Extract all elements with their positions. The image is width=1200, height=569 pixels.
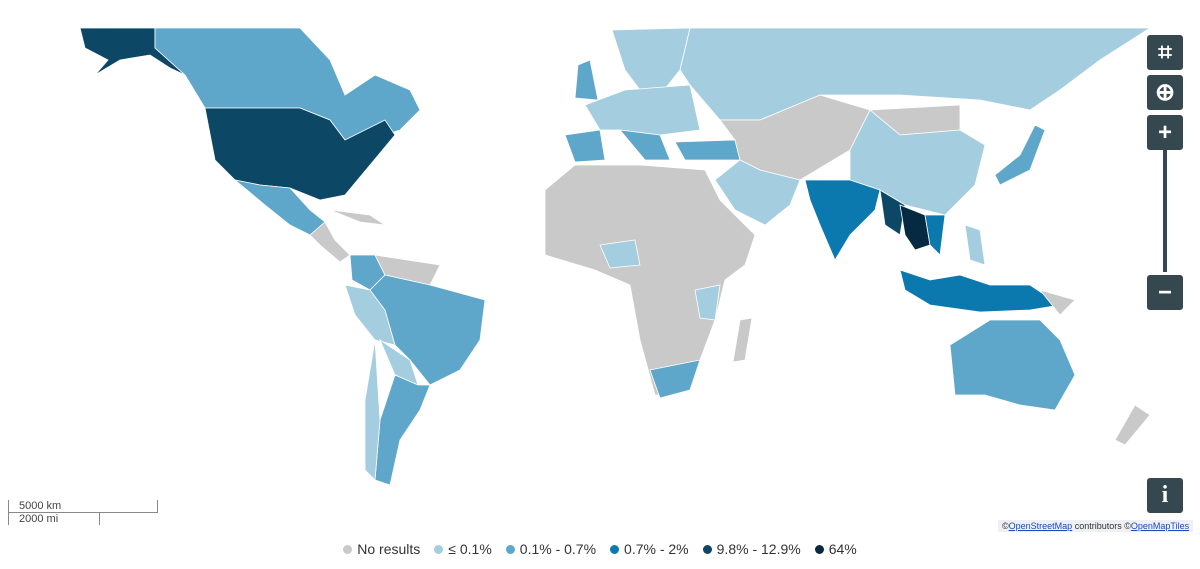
legend-label: No results <box>357 541 421 557</box>
osm-link[interactable]: OpenStreetMap <box>1008 521 1073 531</box>
east-africa <box>694 284 721 321</box>
legend-label: 64% <box>828 541 857 557</box>
new-zealand <box>1114 404 1151 446</box>
zoom-slider[interactable] <box>1163 150 1167 272</box>
scandinavia <box>611 27 691 96</box>
legend-label: 0.1% - 0.7% <box>519 541 597 557</box>
thailand <box>899 204 931 251</box>
legend-item[interactable]: 64% <box>814 541 857 557</box>
india <box>804 179 881 261</box>
legend-label: 9.8% - 12.9% <box>716 541 801 557</box>
prefix: © <box>1124 521 1131 531</box>
central-asia <box>719 94 871 181</box>
legend-dot <box>814 544 824 554</box>
locate-button[interactable]: ⊕ <box>1147 75 1183 110</box>
japan <box>994 124 1046 186</box>
legend-dot <box>505 544 515 554</box>
italy-balkans <box>619 129 671 161</box>
legend-item[interactable]: No results <box>343 541 420 557</box>
argentina <box>374 374 431 486</box>
attribution: ©OpenStreetMap contributors ©OpenMapTile… <box>998 520 1194 532</box>
australia <box>949 319 1076 411</box>
crop-button[interactable]: ⌗ <box>1147 35 1183 70</box>
nigeria <box>599 239 641 269</box>
uk <box>574 59 599 101</box>
legend-dot <box>343 544 353 554</box>
papua <box>1038 289 1076 316</box>
world-map <box>79 27 1152 486</box>
spain-portugal <box>564 129 606 163</box>
scale-km: 5000 km <box>8 500 158 513</box>
russia <box>679 27 1152 121</box>
scale-bar: 5000 km 2000 mi <box>8 500 158 525</box>
legend: No results ≤ 0.1% 0.1% - 0.7% 0.7% - 2% 9.8%… <box>0 541 1200 557</box>
legend-item[interactable]: 0.7% - 2% <box>610 541 689 557</box>
legend-dot <box>434 544 444 554</box>
legend-dot <box>610 544 620 554</box>
info-button[interactable]: i <box>1147 478 1183 513</box>
prefix: © <box>1002 521 1009 531</box>
south-africa <box>649 359 701 399</box>
contributors: contributors <box>1074 521 1122 531</box>
legend-item[interactable]: ≤ 0.1% <box>434 541 492 557</box>
western-europe <box>584 84 701 136</box>
legend-dot <box>702 544 712 554</box>
middle-east <box>714 159 801 226</box>
chile <box>364 339 381 481</box>
scale-mi: 2000 mi <box>8 513 100 525</box>
caribbean <box>329 209 386 226</box>
zoom-out-button[interactable]: − <box>1147 275 1183 310</box>
vietnam <box>924 214 946 256</box>
zoom-in-button[interactable]: + <box>1147 115 1183 150</box>
philippines <box>964 224 986 266</box>
legend-label: ≤ 0.1% <box>448 541 492 557</box>
omt-link[interactable]: OpenMapTiles <box>1130 521 1190 531</box>
africa <box>544 164 756 396</box>
legend-item[interactable]: 9.8% - 12.9% <box>702 541 801 557</box>
turkey <box>674 139 741 161</box>
indonesia <box>899 269 1062 313</box>
madagascar <box>732 317 753 363</box>
legend-label: 0.7% - 2% <box>624 541 689 557</box>
legend-item[interactable]: 0.1% - 0.7% <box>505 541 597 557</box>
myanmar <box>879 189 906 236</box>
